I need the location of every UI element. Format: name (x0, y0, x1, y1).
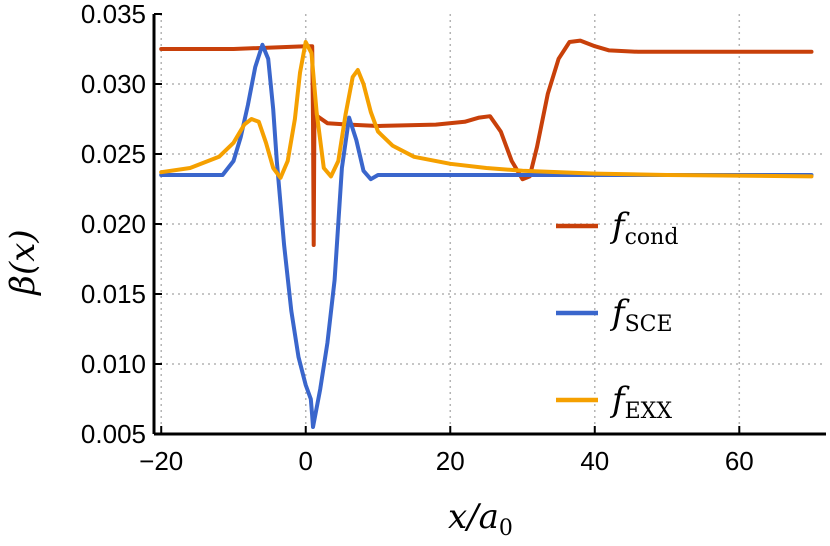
x-axis-title-sub: 0 (499, 516, 513, 541)
legend: fcond fSCE fEXX (556, 206, 678, 424)
x-tick-label: 0 (299, 446, 313, 476)
x-axis-title: x/a0 (448, 497, 513, 541)
tick-labels: −20 0 20 40 60 0.005 0.010 0.015 0.020 0.025 0.030… (81, 0, 754, 476)
y-tick-label: 0.025 (81, 139, 146, 169)
y-tick-label: 0.020 (81, 209, 146, 239)
ticks (154, 13, 741, 435)
y-tick-label: 0.005 (81, 419, 146, 449)
series-line-exx (159, 40, 814, 180)
y-tick-label: 0.015 (81, 279, 146, 309)
x-tick-label: −20 (139, 446, 183, 476)
y-tick-label: 0.030 (81, 69, 146, 99)
x-tick-label: 20 (436, 446, 465, 476)
series-lines (159, 38, 814, 429)
x-tick-label: 40 (580, 446, 609, 476)
legend-label-sce: fSCE (609, 293, 673, 337)
x-axis-title-main: x/a (448, 497, 499, 537)
series-line-cond (159, 38, 814, 247)
y-axis-title: β(x) (3, 229, 43, 296)
x-tick-label: 60 (725, 446, 754, 476)
series-line-sce (159, 42, 814, 429)
y-tick-label: 0.010 (81, 349, 146, 379)
legend-label-exx: fEXX (609, 380, 672, 424)
legend-label-cond: fcond (609, 206, 678, 250)
y-tick-label: 0.035 (81, 0, 146, 29)
